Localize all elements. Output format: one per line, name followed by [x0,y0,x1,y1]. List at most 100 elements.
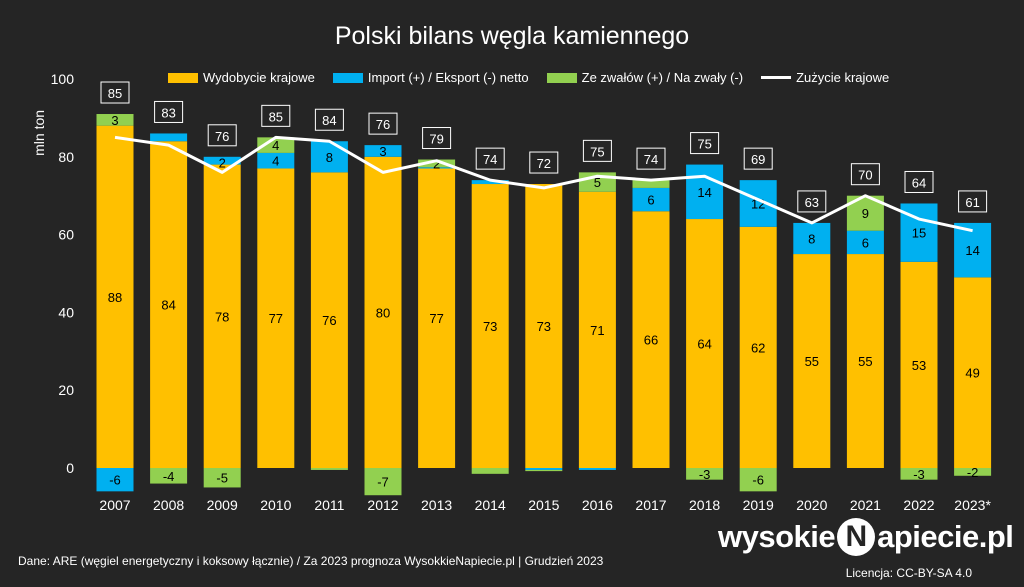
consumption-label-box [743,147,773,170]
data-label-extra: 2 [219,156,226,171]
bar-trade [310,141,348,173]
bar-trade [793,222,831,255]
brand-text-2: apiecie.pl [877,519,1014,554]
bar-stock [96,114,134,126]
consumption-label-box [582,139,612,162]
consumption-label-box [475,147,505,170]
legend-item-stock: Ze zwałów (+) / Na zwały (-) [546,70,743,85]
data-label-stock: 4 [272,138,279,153]
data-label-consumption: 79 [429,132,443,147]
bar-trade [471,180,509,185]
bar-stock [739,468,777,492]
consumption-label-box [529,151,559,174]
source-note: Dane: ARE (węgiel energetyczny i koksowy… [18,554,604,568]
bar-mining [954,277,992,468]
bar-mining [900,261,938,468]
bar-trade [954,222,992,278]
bar-mining [203,164,241,468]
bar-trade [364,145,402,157]
x-tick-label: 2014 [475,497,506,513]
legend-swatch-trade [332,72,363,83]
bar-trade [846,230,884,255]
consumption-label-box [690,132,720,155]
data-label-stock: -5 [216,471,228,486]
x-tick-label: 2008 [153,497,184,513]
bar-stock [418,159,456,168]
data-label-stock: 3 [111,113,118,128]
data-label-mining: 55 [805,354,819,369]
data-label-mining: 88 [108,290,122,305]
legend-label-consumption: Zużycie krajowe [796,70,890,85]
bar-mining [578,191,616,468]
bar-mining [257,168,295,468]
data-label-stock: -2 [967,465,979,480]
data-label-stock: -6 [752,473,764,488]
bar-trade [150,133,188,142]
data-label-mining: 76 [322,313,336,328]
data-label-trade: 3 [379,144,386,159]
data-label-trade: 6 [647,193,654,208]
bar-mining [418,168,456,468]
y-tick-label: 20 [58,382,74,398]
data-label-mining: 66 [644,333,658,348]
legend-item-mining: Wydobycie krajowe [168,70,315,85]
data-label-trade: 4 [272,154,279,169]
data-label-trade: 8 [808,231,815,246]
data-label-stock: 5 [594,175,601,190]
brand-n-icon: N [837,518,876,556]
consumption-label-box [368,112,398,135]
bar-stock [471,468,509,474]
x-tick-label: 2022 [903,497,934,513]
data-label-consumption: 74 [483,152,497,167]
consumption-label-box [636,147,666,170]
chart-legend: Wydobycie krajowe Import (+) / Eksport (… [168,70,889,85]
data-label-mining: 62 [751,340,765,355]
bar-stock [525,469,563,472]
bar-stock [310,468,348,470]
x-tick-label: 2021 [850,497,881,513]
x-tick-label: 2019 [743,497,774,513]
data-label-trade: 14 [697,185,711,200]
data-label-mining: 53 [912,358,926,373]
consumption-label-box [261,104,291,127]
data-label-consumption: 63 [805,195,819,210]
bar-mining [150,141,188,469]
data-label-mining: 64 [697,337,711,352]
data-label-trade: 15 [912,226,926,241]
data-label-consumption: 64 [912,175,926,190]
y-tick-label: 100 [51,71,75,87]
legend-swatch-consumption [761,76,792,79]
line-consumption [114,135,973,233]
x-tick-label: 2009 [207,497,238,513]
x-tick-label: 2007 [99,497,130,513]
data-label-consumption: 84 [322,113,336,128]
data-label-trade: 6 [862,235,869,250]
y-axis-title: mln ton [31,110,47,156]
data-label-trade: 8 [326,150,333,165]
data-label-consumption: 61 [965,195,979,210]
data-label-mining: 77 [269,311,283,326]
data-label-mining: 55 [858,354,872,369]
bar-mining [632,211,670,468]
data-label-consumption: 76 [215,129,229,144]
legend-item-trade: Import (+) / Eksport (-) netto [332,70,529,85]
x-tick-label: 2013 [421,497,452,513]
data-label-consumption: 85 [269,109,283,124]
consumption-label-box [422,127,452,150]
x-tick-label: 2012 [367,497,398,513]
legend-swatch-mining [168,72,198,83]
consumption-label-box [314,108,344,131]
x-tick-label: 2010 [260,497,291,513]
consumption-label-box [797,190,827,213]
legend-swatch-stock [546,72,577,83]
data-label-stock: -4 [163,469,175,484]
bar-trade [578,468,616,470]
bar-mining [310,172,348,469]
bar-stock [257,137,295,153]
data-label-consumption: 69 [751,152,765,167]
consumption-label-box [154,100,184,123]
legend-item-consumption: Zużycie krajowe [761,70,889,85]
x-tick-label: 2018 [689,497,720,513]
bar-stock [900,468,938,480]
